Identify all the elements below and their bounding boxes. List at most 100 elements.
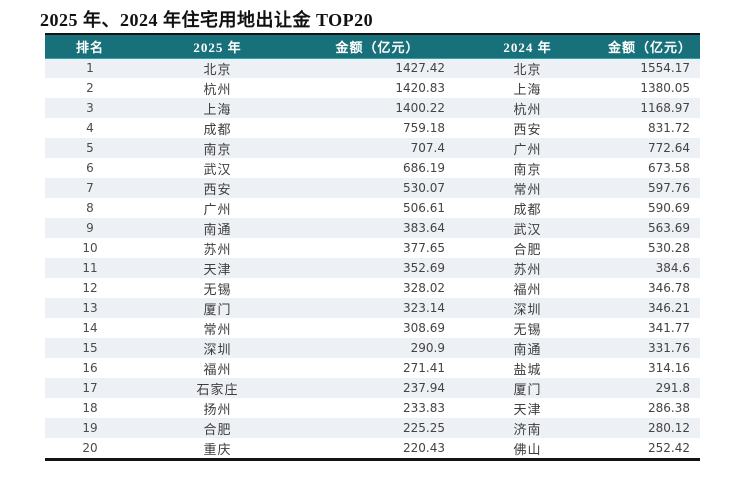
city-2025-cell: 厦门	[203, 301, 232, 317]
table-row: 4 成都 759.18 西安 831.72	[45, 118, 700, 138]
table-body: 1 北京 1427.42 北京 1554.17 2 杭州 1420.83 上海 1380.05 3 上…	[45, 58, 700, 458]
amount-2024-cell: 597.76	[648, 181, 690, 195]
amount-2024-cell: 280.12	[648, 421, 690, 435]
table-row: 11 天津 352.69 苏州 384.6	[45, 258, 700, 278]
city-2024-cell: 济南	[513, 421, 542, 437]
city-2025-cell: 福州	[203, 361, 232, 377]
city-2024-cell: 成都	[513, 201, 542, 217]
rank-cell: 4	[86, 121, 94, 135]
city-2025-cell: 无锡	[203, 281, 232, 297]
table-row: 1 北京 1427.42 北京 1554.17	[45, 58, 700, 78]
table-row: 10 苏州 377.65 合肥 530.28	[45, 238, 700, 258]
amount-2024-cell: 530.28	[648, 241, 690, 255]
city-2024-cell: 南通	[513, 341, 542, 357]
table-row: 16 福州 271.41 盐城 314.16	[45, 358, 700, 378]
city-2024-cell: 广州	[513, 141, 542, 157]
rank-cell: 2	[86, 81, 94, 95]
amount-2025-cell: 759.18	[403, 121, 445, 135]
table-row: 19 合肥 225.25 济南 280.12	[45, 418, 700, 438]
city-2025-cell: 上海	[203, 101, 232, 117]
table-row: 20 重庆 220.43 佛山 252.42	[45, 438, 700, 458]
amount-2024-cell: 346.21	[648, 301, 690, 315]
amount-2024-cell: 1168.97	[640, 101, 690, 115]
amount-2025-cell: 377.65	[403, 241, 445, 255]
amount-2025-cell: 383.64	[403, 221, 445, 235]
amount-2024-cell: 590.69	[648, 201, 690, 215]
amount-2024-cell: 252.42	[648, 441, 690, 455]
city-2024-cell: 天津	[513, 401, 542, 417]
header-year-2025: 2025 年	[135, 35, 300, 59]
city-2024-cell: 佛山	[513, 441, 542, 457]
table-row: 2 杭州 1420.83 上海 1380.05	[45, 78, 700, 98]
rank-cell: 15	[82, 341, 98, 355]
rank-cell: 16	[82, 361, 98, 375]
amount-2024-cell: 314.16	[648, 361, 690, 375]
amount-2024-cell: 341.77	[648, 321, 690, 335]
city-2025-cell: 天津	[203, 261, 232, 277]
table-row: 8 广州 506.61 成都 590.69	[45, 198, 700, 218]
city-2025-cell: 成都	[203, 121, 232, 137]
table-row: 12 无锡 328.02 福州 346.78	[45, 278, 700, 298]
city-2024-cell: 苏州	[513, 261, 542, 277]
table-row: 13 厦门 323.14 深圳 346.21	[45, 298, 700, 318]
rank-cell: 1	[86, 61, 94, 76]
amount-2025-cell: 1420.83	[395, 81, 445, 95]
city-2024-cell: 杭州	[513, 101, 542, 117]
city-2025-cell: 南京	[203, 141, 232, 157]
city-2024-cell: 厦门	[513, 381, 542, 397]
city-2025-cell: 西安	[203, 181, 232, 197]
rank-cell: 11	[82, 261, 98, 275]
amount-2025-cell: 1427.42	[395, 61, 445, 76]
table-row: 15 深圳 290.9 南通 331.76	[45, 338, 700, 358]
rank-cell: 20	[82, 441, 98, 455]
amount-2025-cell: 328.02	[403, 281, 445, 295]
amount-2024-cell: 1554.17	[640, 61, 690, 76]
page-title: 2025 年、2024 年住宅用地出让金 TOP20	[40, 10, 374, 30]
header-amount-2024: 金额（亿元）	[600, 35, 700, 59]
rank-cell: 6	[86, 161, 94, 175]
city-2024-cell: 西安	[513, 121, 542, 137]
amount-2025-cell: 308.69	[403, 321, 445, 335]
city-2025-cell: 石家庄	[196, 381, 239, 397]
table-header: 排名 2025 年 金额（亿元） 2024 年 金额（亿元）	[45, 35, 700, 59]
city-2025-cell: 扬州	[203, 401, 232, 417]
rank-cell: 13	[82, 301, 98, 315]
rank-cell: 14	[82, 321, 98, 335]
city-2025-cell: 广州	[203, 201, 232, 217]
city-2024-cell: 常州	[513, 181, 542, 197]
city-2024-cell: 福州	[513, 281, 542, 297]
city-2025-cell: 北京	[203, 61, 232, 77]
header-amount-2025: 金额（亿元）	[300, 35, 455, 59]
table-row: 3 上海 1400.22 杭州 1168.97	[45, 98, 700, 118]
amount-2024-cell: 772.64	[648, 141, 690, 155]
city-2025-cell: 重庆	[203, 441, 232, 457]
amount-2024-cell: 563.69	[648, 221, 690, 235]
amount-2025-cell: 707.4	[410, 141, 445, 155]
city-2024-cell: 上海	[513, 81, 542, 97]
city-2025-cell: 苏州	[203, 241, 232, 257]
rank-cell: 3	[86, 101, 94, 115]
rank-cell: 8	[86, 201, 94, 215]
city-2024-cell: 武汉	[513, 221, 542, 237]
city-2024-cell: 北京	[513, 61, 542, 77]
city-2024-cell: 合肥	[513, 241, 542, 257]
city-2025-cell: 深圳	[203, 341, 232, 357]
amount-2025-cell: 290.9	[410, 341, 445, 355]
rank-cell: 12	[82, 281, 98, 295]
amount-2024-cell: 384.6	[655, 261, 690, 275]
rank-cell: 5	[86, 141, 94, 155]
amount-2025-cell: 237.94	[403, 381, 445, 395]
table-row: 17 石家庄 237.94 厦门 291.8	[45, 378, 700, 398]
header-year-2024: 2024 年	[455, 35, 600, 59]
city-2024-cell: 南京	[513, 161, 542, 177]
rank-cell: 17	[82, 381, 98, 395]
amount-2025-cell: 323.14	[403, 301, 445, 315]
amount-2025-cell: 1400.22	[395, 101, 445, 115]
rank-cell: 7	[86, 181, 94, 195]
rank-cell: 10	[82, 241, 98, 255]
rank-cell: 19	[82, 421, 98, 435]
table-row: 18 扬州 233.83 天津 286.38	[45, 398, 700, 418]
amount-2025-cell: 352.69	[403, 261, 445, 275]
amount-2025-cell: 686.19	[403, 161, 445, 175]
